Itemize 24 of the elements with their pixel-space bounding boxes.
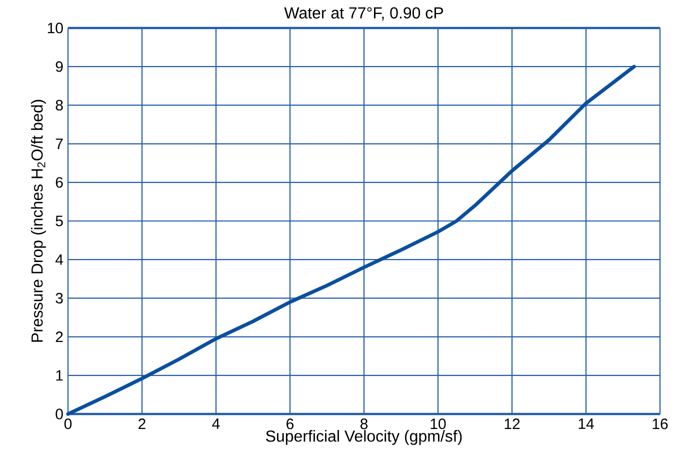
y-tick-label: 0 [56,408,63,420]
y-tick-label: 3 [56,292,63,304]
x-tick-label: 8 [360,418,368,430]
y-tick-label: 5 [56,216,63,226]
y-tick-label: 10 [48,22,63,34]
chart-title: Water at 77°F, 0.90 cP [284,7,443,20]
y-tick-label: 7 [56,138,63,149]
x-tick-label: 16 [652,418,668,430]
x-tick-label: 0 [64,418,72,430]
y-axis-title: Pressure Drop (inches H$_{2}$O/ft bed) [31,100,46,342]
y-tick-label: 1 [56,370,63,381]
x-tick-label: 6 [286,418,294,430]
x-tick-label: 14 [578,418,594,429]
y-tick-label: 2 [56,332,63,342]
y-tick-label: 4 [55,254,64,265]
x-tick-label: 10 [430,418,446,430]
x-tick-label: 12 [504,418,520,430]
x-axis-title: Superficial Velocity (gpm/sf) [266,430,462,445]
y-tick-label: 6 [56,177,63,188]
y-tick-label: 8 [56,100,63,110]
y-tick-label: 9 [56,61,63,72]
line-series [66,64,636,416]
x-tick-label: 2 [138,418,146,430]
x-tick-label: 4 [212,418,220,429]
